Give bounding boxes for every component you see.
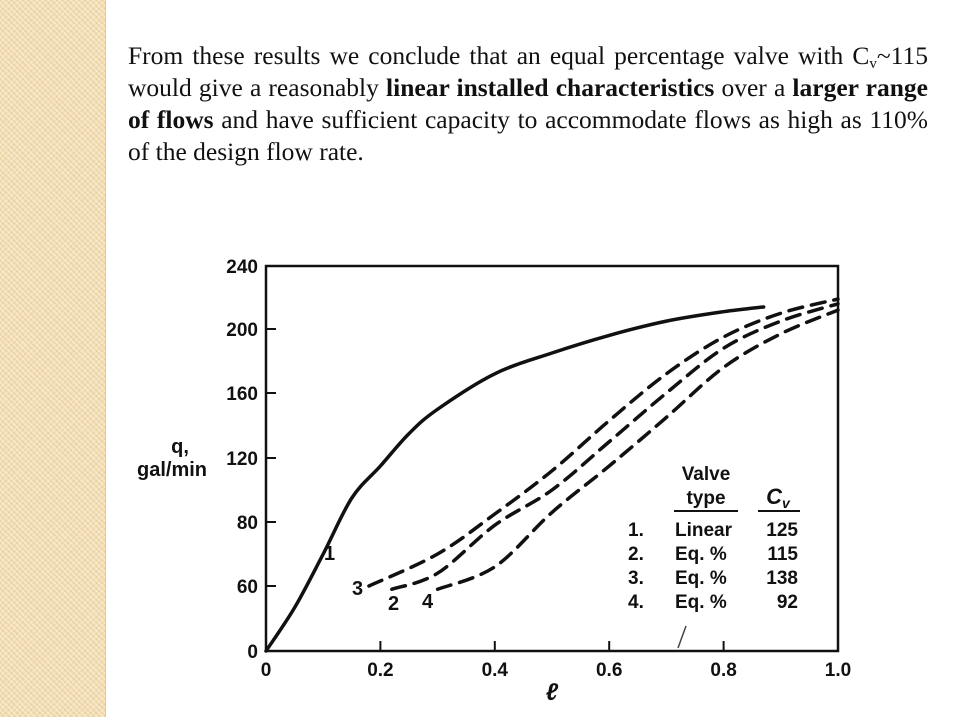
x-axis-label: ℓ — [546, 679, 559, 706]
axis-layer: 0 0.2 0.4 0.6 0.8 1.0 0 60 80 120 160 200 240 — [226, 257, 851, 681]
legend-row-2-num: 2. — [628, 544, 644, 565]
curve-layer — [264, 297, 840, 653]
legend-header-cv: Cv — [766, 484, 791, 511]
bold-linear-installed: linear installed characteristics — [386, 73, 715, 102]
legend-header-type-line2: type — [686, 488, 725, 509]
legend: Valve type Cv 1. Linear 125 2. Eq. % 115… — [628, 464, 800, 613]
legend-row-1-num: 1. — [628, 520, 644, 541]
curve-label-4: 4 — [422, 591, 434, 613]
x-tick-label: 0.8 — [710, 660, 736, 681]
scan-mark — [677, 625, 687, 649]
legend-row-3-cv: 138 — [766, 568, 798, 589]
x-tick-label: 0.2 — [367, 660, 393, 681]
legend-row-3-type: Eq. % — [675, 568, 727, 589]
x-tick-label: 0.6 — [596, 660, 622, 681]
x-tick-label: 1.0 — [825, 660, 851, 681]
legend-row-4-num: 4. — [628, 592, 644, 613]
valve-characteristics-chart: 0 0.2 0.4 0.6 0.8 1.0 0 60 80 120 160 200 240 q, gal… — [112, 238, 902, 717]
paragraph-text-3: over a — [714, 73, 793, 102]
y-tick-label: 160 — [226, 384, 258, 405]
curve-4 — [435, 308, 840, 591]
legend-row-3-num: 3. — [628, 568, 644, 589]
y-tick-label: 0 — [247, 642, 258, 663]
x-tick-label: 0 — [261, 660, 272, 681]
curve-1 — [264, 305, 766, 653]
curve-label-3: 3 — [352, 578, 363, 600]
decorative-side-strip — [0, 0, 106, 717]
chart-svg: 0 0.2 0.4 0.6 0.8 1.0 0 60 80 120 160 200 240 q, gal… — [137, 257, 851, 706]
y-tick-label: 60 — [237, 577, 258, 598]
conclusion-paragraph: From these results we conclude that an e… — [128, 40, 928, 168]
curve-2 — [390, 302, 840, 591]
curve-3 — [367, 297, 840, 588]
legend-row-2-type: Eq. % — [675, 544, 727, 565]
legend-row-1-cv: 125 — [766, 520, 798, 541]
legend-row-2-cv: 115 — [767, 544, 798, 565]
paragraph-text-2: ~115 would give a reasonably — [128, 41, 928, 102]
legend-row-4-cv: 92 — [777, 592, 798, 613]
paragraph-text-4: and have sufficient capacity to accommod… — [128, 105, 928, 166]
legend-row-1-type: Linear — [675, 520, 733, 541]
y-tick-label: 120 — [226, 449, 258, 470]
y-tick-label: 80 — [237, 513, 258, 534]
y-axis-label-line1: q, — [171, 436, 189, 458]
y-axis-label-line2: gal/min — [137, 459, 207, 481]
curve-label-1: 1 — [324, 543, 335, 565]
curve-label-2: 2 — [388, 593, 399, 615]
cv-subscript: v — [869, 56, 877, 72]
legend-row-4-type: Eq. % — [675, 592, 727, 613]
bold-larger-range: larger range of flows — [128, 73, 928, 134]
legend-header-type-line1: Valve — [682, 464, 731, 485]
y-tick-label: 240 — [226, 257, 258, 278]
y-tick-label: 200 — [226, 320, 258, 341]
x-tick-label: 0.4 — [482, 660, 509, 681]
paragraph-text-1: From these results we conclude that an e… — [128, 41, 870, 70]
